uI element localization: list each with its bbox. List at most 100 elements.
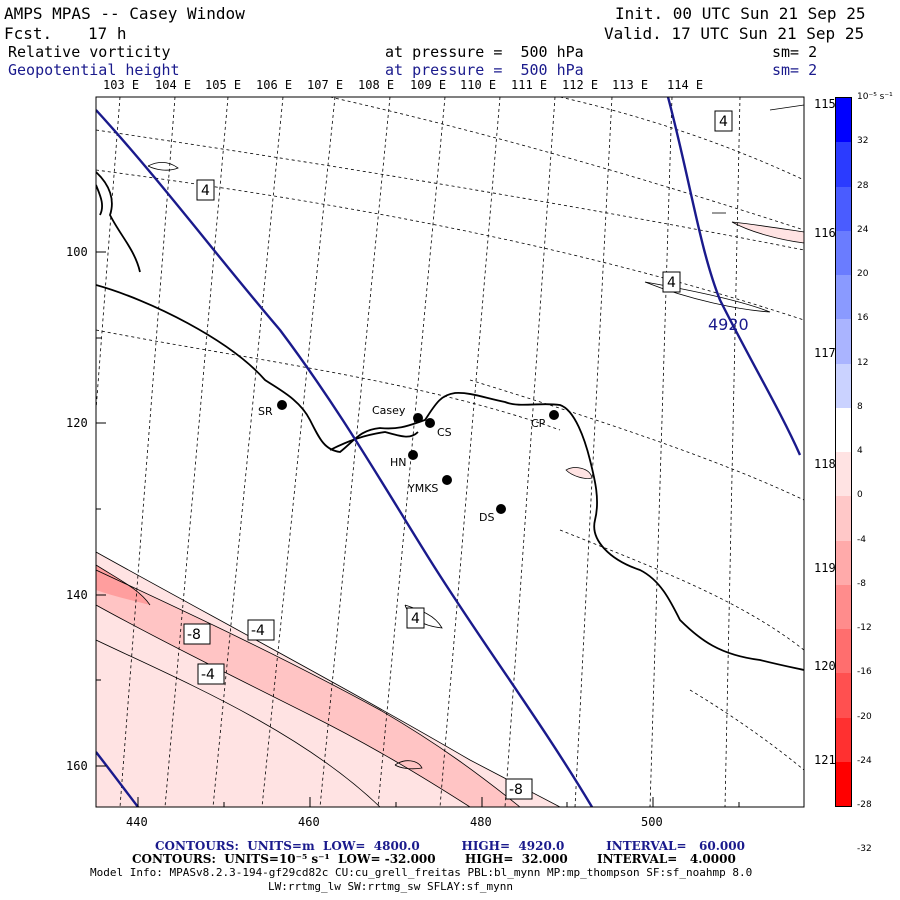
colorbar-label: -4 xyxy=(857,534,866,545)
colorbar-segment xyxy=(836,186,851,231)
longitude-label: 103 E xyxy=(103,78,140,92)
forecast-hour: 17 h xyxy=(88,24,127,43)
colorbar-label: 16 xyxy=(857,313,869,324)
longitude-label: 110 E xyxy=(460,78,497,92)
colorbar-unit: 10⁻⁵ s⁻¹ xyxy=(857,92,893,102)
height-contour-label: 4920 xyxy=(708,315,749,334)
x-tick-label: 440 xyxy=(126,815,148,829)
map-title: AMPS MPAS -- Casey Window xyxy=(4,4,245,23)
colorbar-segment xyxy=(836,452,851,497)
footer-model-info: Model Info: MPASv8.2.3-194-gf29cd82c CU:… xyxy=(90,866,753,879)
station-ymks-marker xyxy=(442,475,452,485)
colorbar-label: -8 xyxy=(857,578,866,589)
vorticity-shade-small xyxy=(565,467,593,479)
vorticity-shade-ne xyxy=(732,222,804,243)
colorbar xyxy=(835,97,852,807)
colorbar-segment xyxy=(836,275,851,320)
longitude-label: 105 E xyxy=(205,78,242,92)
colorbar-label: -24 xyxy=(857,755,872,766)
longitude-label: 113 E xyxy=(612,78,649,92)
valid-time: Valid. 17 UTC Sun 21 Sep 25 xyxy=(604,24,865,43)
colorbar-segment xyxy=(836,717,851,762)
y-tick-label: 120 xyxy=(66,416,88,430)
y-tick-label: 100 xyxy=(66,245,88,259)
forecast-label: Fcst. xyxy=(4,24,53,43)
colorbar-label: -16 xyxy=(857,667,872,678)
field2-smoothing: sm= 2 xyxy=(772,61,818,79)
longitude-label: 108 E xyxy=(358,78,395,92)
colorbar-segment xyxy=(836,230,851,275)
axis-ticks xyxy=(96,251,740,807)
colorbar-label: 32 xyxy=(857,136,869,147)
colorbar-label: 28 xyxy=(857,180,869,191)
colorbar-label: -12 xyxy=(857,623,872,633)
colorbar-label: 4 xyxy=(857,446,863,456)
colorbar-label: 12 xyxy=(857,357,869,368)
contour-labels: 4 4 4 4 -8 -4 -4 -8 xyxy=(183,110,733,800)
longitude-label: 107 E xyxy=(307,78,344,92)
y-tick-label: 160 xyxy=(66,759,88,773)
coastline xyxy=(96,171,804,671)
station-cp-marker xyxy=(549,410,559,420)
colorbar-label: 24 xyxy=(857,224,869,235)
x-tick-label: 500 xyxy=(641,815,663,829)
vorticity-contours xyxy=(96,104,804,807)
height-contours xyxy=(96,97,802,807)
colorbar-label: 20 xyxy=(857,269,869,279)
station-sr-marker xyxy=(277,400,287,410)
colorbar-label: -32 xyxy=(857,844,872,855)
y-tick-label: 140 xyxy=(66,588,88,602)
contour-label: 4 xyxy=(411,611,420,627)
footer-vorticity-contours: CONTOURS: UNITS=10⁻⁵ s⁻¹ LOW= -32.000 HI… xyxy=(132,852,736,866)
x-tick-label: 480 xyxy=(470,815,492,829)
colorbar-segment xyxy=(836,629,851,674)
colorbar-segment xyxy=(836,673,851,718)
footer-model-physics: LW:rrtmg_lw SW:rrtmg_sw SFLAY:sf_mynn xyxy=(268,880,514,893)
colorbar-segment xyxy=(836,761,851,806)
field2-name: Geopotential height xyxy=(8,61,180,79)
station-label: YMKS xyxy=(407,482,438,495)
map-frame xyxy=(95,96,805,808)
colorbar-segment xyxy=(836,584,851,629)
colorbar-segment xyxy=(836,98,851,143)
colorbar-segment xyxy=(836,319,851,364)
graticule xyxy=(96,97,804,807)
contour-label: 4 xyxy=(667,275,676,291)
contour-label: 4 xyxy=(201,183,210,199)
station-label: SR xyxy=(258,405,273,418)
longitude-label: 106 E xyxy=(256,78,293,92)
field1-smoothing: sm= 2 xyxy=(772,43,818,61)
contour-label: -4 xyxy=(251,623,265,639)
station-markers xyxy=(277,400,559,514)
vorticity-shade-light xyxy=(96,552,560,807)
colorbar-segment xyxy=(836,142,851,187)
longitude-label: 114 E xyxy=(667,78,704,92)
station-casey-marker xyxy=(413,413,423,423)
station-label: CP xyxy=(531,417,546,430)
station-labels: SR Casey CS CP HN YMKS DS xyxy=(258,404,546,524)
colorbar-label: -20 xyxy=(857,711,872,722)
station-label: CS xyxy=(437,426,452,439)
station-hn-marker xyxy=(408,450,418,460)
longitude-label: 104 E xyxy=(155,78,192,92)
contour-label: 4 xyxy=(719,114,728,130)
longitude-label: 109 E xyxy=(410,78,447,92)
contour-label: -4 xyxy=(201,667,215,683)
footer-height-contours: CONTOURS: UNITS=m LOW= 4800.0 HIGH= 4920… xyxy=(155,839,745,853)
colorbar-segment xyxy=(836,496,851,541)
station-label: HN xyxy=(390,456,407,469)
init-time: Init. 00 UTC Sun 21 Sep 25 xyxy=(615,4,866,23)
colorbar-segment xyxy=(836,540,851,585)
contour-label: -8 xyxy=(187,627,201,643)
longitude-label: 112 E xyxy=(562,78,599,92)
station-cs-marker xyxy=(425,418,435,428)
field1-name: Relative vorticity xyxy=(8,43,171,61)
colorbar-label: 0 xyxy=(857,490,863,501)
colorbar-segment xyxy=(836,363,851,408)
station-ds-marker xyxy=(496,504,506,514)
colorbar-label: 8 xyxy=(857,401,863,412)
field1-level: at pressure = 500 hPa xyxy=(385,43,584,61)
station-label: DS xyxy=(479,511,494,524)
field2-level: at pressure = 500 hPa xyxy=(385,61,584,79)
